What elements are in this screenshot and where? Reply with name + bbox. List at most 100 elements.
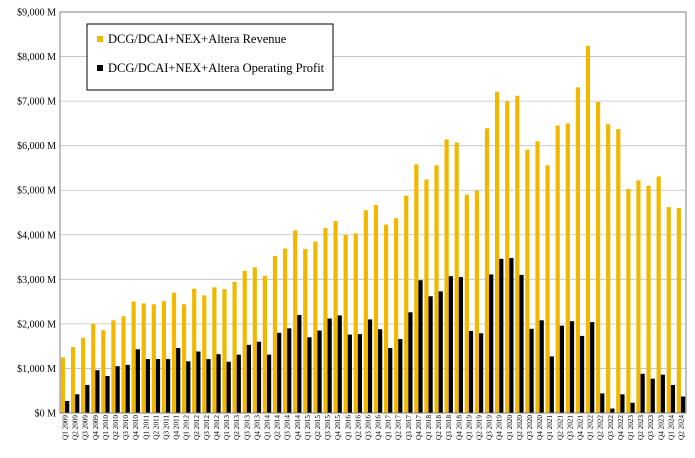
y-tick-label: $7,000 M (17, 97, 56, 108)
x-tick-label: Q3 2009 (82, 415, 90, 440)
legend-label-revenue: DCG/DCAI+NEX+Altera Revenue (108, 32, 287, 46)
bar-operating-profit (509, 257, 514, 413)
x-tick-label: Q2 2022 (597, 415, 605, 440)
bar-revenue (171, 292, 177, 413)
x-tick-label: Q1 2019 (465, 415, 473, 440)
bar-revenue (343, 234, 348, 413)
bar-operating-profit (650, 378, 655, 413)
bar-revenue (363, 210, 368, 413)
bar-revenue (212, 287, 217, 413)
bar-operating-profit (287, 328, 292, 413)
bar-operating-profit (590, 322, 595, 413)
bar-operating-profit (226, 361, 231, 413)
bar-revenue (333, 220, 338, 413)
bar-revenue (101, 330, 106, 413)
legend-label-operating-profit: DCG/DCAI+NEX+Altera Operating Profit (108, 61, 325, 75)
x-tick-label: Q2 2020 (516, 415, 524, 440)
bar-revenue (414, 164, 419, 413)
bar-revenue (474, 190, 480, 413)
x-tick-label: Q3 2013 (243, 415, 251, 440)
y-tick-label: $2,000 M (17, 319, 56, 330)
bar-operating-profit (499, 258, 504, 413)
bar-operating-profit (378, 329, 383, 413)
x-tick-label: Q4 2017 (415, 415, 423, 440)
bar-revenue (313, 241, 318, 413)
bar-operating-profit (640, 373, 645, 413)
bar-operating-profit (357, 334, 363, 413)
bar-revenue (676, 208, 681, 413)
bar-revenue (353, 233, 358, 413)
bar-operating-profit (489, 274, 494, 413)
y-tick-label: $8,000 M (17, 52, 56, 63)
bars (60, 45, 686, 414)
x-tick-label: Q4 2009 (92, 415, 100, 440)
bar-revenue (121, 316, 126, 413)
x-tick-label: Q2 2012 (193, 415, 201, 440)
x-tick-label: Q2 2019 (476, 415, 484, 440)
bar-revenue (232, 282, 237, 413)
bar-revenue (505, 101, 510, 414)
bar-revenue (373, 204, 379, 413)
x-tick-label: Q2 2017 (395, 415, 403, 440)
bar-revenue (151, 304, 156, 413)
bar-revenue (60, 357, 66, 413)
bar-revenue (293, 230, 298, 413)
bar-revenue (525, 149, 530, 413)
bar-operating-profit (246, 344, 251, 413)
x-tick-label: Q1 2022 (587, 415, 595, 440)
bar-revenue (464, 194, 469, 413)
bar-revenue (434, 165, 439, 413)
bar-revenue (636, 180, 641, 413)
x-tick-label: Q3 2012 (203, 415, 211, 440)
bar-revenue (192, 288, 197, 413)
bar-operating-profit (418, 280, 423, 413)
x-tick-label: Q1 2009 (62, 415, 70, 440)
y-tick-label: $1,000 M (17, 364, 56, 375)
bar-operating-profit (65, 400, 70, 413)
bar-operating-profit (458, 277, 464, 413)
bar-operating-profit (519, 274, 524, 413)
x-tick-label: Q1 2014 (263, 415, 271, 440)
bar-operating-profit (145, 359, 151, 413)
bar-operating-profit (620, 394, 625, 413)
bar-operating-profit (115, 366, 120, 413)
bar-operating-profit (428, 296, 433, 413)
x-tick-label: Q4 2020 (536, 415, 544, 440)
bar-operating-profit (277, 332, 282, 413)
bar-operating-profit (610, 408, 615, 413)
bar-revenue (222, 289, 227, 413)
bar-operating-profit (569, 321, 575, 413)
bar-operating-profit (75, 394, 80, 413)
bar-operating-profit (367, 319, 373, 413)
bar-revenue (394, 218, 399, 413)
bar-operating-profit (186, 361, 191, 413)
bar-operating-profit (660, 374, 665, 413)
x-tick-label: Q3 2016 (364, 415, 372, 440)
bar-revenue (262, 275, 267, 413)
bar-revenue (81, 337, 86, 413)
bar-revenue (424, 179, 429, 413)
bar-operating-profit (125, 364, 130, 413)
legend-swatch-revenue (97, 36, 103, 42)
x-tick-label: Q4 2012 (213, 415, 221, 440)
legend: DCG/DCAI+NEX+Altera Revenue DCG/DCAI+NEX… (86, 23, 334, 91)
bar-revenue (182, 304, 187, 413)
x-tick-label: Q1 2021 (546, 415, 554, 440)
bar-revenue (495, 91, 500, 413)
x-tick-label: Q1 2018 (425, 415, 433, 440)
bar-revenue (616, 129, 621, 413)
bar-revenue (666, 207, 671, 413)
bar-revenue (70, 347, 76, 413)
x-tick-label: Q2 2011 (152, 415, 160, 440)
bar-operating-profit (266, 354, 272, 413)
x-tick-label: Q3 2022 (607, 415, 615, 440)
bar-revenue (161, 301, 167, 413)
bar-operating-profit (388, 347, 393, 413)
x-tick-label: Q3 2021 (566, 415, 574, 440)
bar-operating-profit (307, 337, 312, 413)
x-tick-label: Q2 2014 (274, 415, 282, 440)
y-tick-label: $9,000 M (17, 8, 56, 19)
bar-operating-profit (559, 325, 564, 413)
bar-operating-profit (479, 333, 484, 413)
x-tick-label: Q1 2023 (627, 415, 635, 440)
